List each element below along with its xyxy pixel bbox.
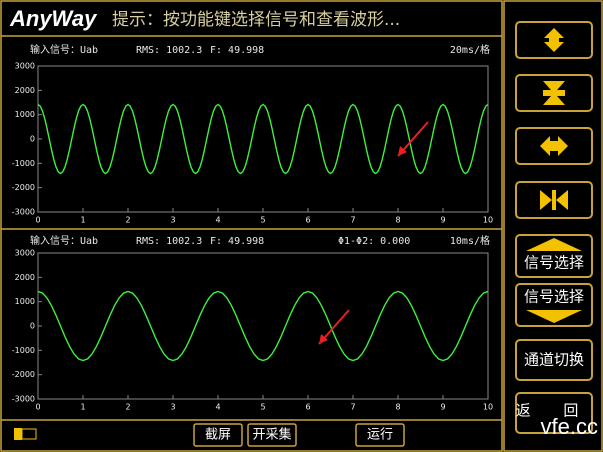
watermark: vfe.cc [541, 414, 598, 439]
icon [526, 238, 582, 251]
run-button[interactable] [355, 423, 405, 447]
y-tick-label: -2000 [12, 370, 35, 379]
icon [526, 310, 582, 323]
y-tick-label: 2000 [15, 273, 35, 282]
y-tick-label: -2000 [12, 183, 35, 192]
battery-icon [21, 428, 37, 440]
side-button-label: 通道切换 [524, 351, 584, 369]
bottom-button-label: 开采集 [252, 427, 291, 443]
waveform [37, 103, 489, 175]
x-tick-label: 1 [80, 403, 85, 412]
freq-label: F: 49.998 [210, 45, 264, 56]
side-button-label: 返 回 [516, 402, 593, 420]
x-tick-label: 1 [80, 216, 85, 225]
icon [556, 190, 568, 210]
phase-label: Φ1-Φ2: 0.000 [338, 236, 410, 247]
x-tick-label: 9 [440, 216, 445, 225]
annotation-arrowhead [398, 146, 407, 156]
y-tick-label: 1000 [15, 297, 35, 306]
channel-button[interactable] [515, 339, 593, 381]
annotation-arrowhead [319, 334, 328, 344]
freq-label: F: 49.998 [210, 236, 264, 247]
x-tick-label: 5 [260, 216, 265, 225]
x-tick-label: 0 [35, 403, 40, 412]
y-tick-label: 2000 [15, 86, 35, 95]
x-tick-label: 8 [395, 403, 400, 412]
y-tick-label: 0 [30, 322, 35, 331]
y-tick-label: -3000 [12, 208, 35, 217]
y-tick-label: 0 [30, 135, 35, 144]
logo: AnyWay [9, 6, 98, 31]
x-tick-label: 10 [483, 403, 493, 412]
hint: 提示：按功能键选择信号和查看波形... [112, 10, 400, 30]
signal-down-button[interactable] [515, 283, 593, 327]
x-tick-label: 0 [35, 216, 40, 225]
x-tick-label: 8 [395, 216, 400, 225]
side-button-label: 信号选择 [524, 254, 584, 272]
x-tick-label: 7 [350, 403, 355, 412]
main-frame [0, 0, 503, 452]
x-tick-label: 3 [170, 403, 175, 412]
y-tick-label: 1000 [15, 110, 35, 119]
x-tick-label: 2 [125, 403, 130, 412]
rms-label: RMS: 1002.3 [136, 45, 202, 56]
x-tick-label: 9 [440, 403, 445, 412]
acquire-button[interactable] [247, 423, 297, 447]
plot-area [37, 252, 489, 400]
icon [552, 190, 556, 210]
scale-label: 10ms/格 [450, 234, 490, 247]
y-tick-label: 3000 [15, 62, 35, 71]
scale-label: 20ms/格 [450, 43, 490, 56]
y-tick-label: -1000 [12, 159, 35, 168]
icon [544, 28, 564, 52]
rms-label: RMS: 1002.3 [136, 236, 202, 247]
battery-icon [14, 428, 22, 440]
plot-area [37, 65, 489, 213]
x-tick-label: 4 [215, 403, 220, 412]
side-button-label: 信号选择 [524, 288, 584, 306]
y-tick-label: 3000 [15, 249, 35, 258]
side-frame [503, 0, 603, 452]
signal-label: 输入信号：Uab [30, 43, 98, 56]
icon [543, 81, 565, 105]
x-tick-label: 6 [305, 403, 310, 412]
y-tick-label: -3000 [12, 395, 35, 404]
icon [540, 190, 552, 210]
signal-up-button[interactable] [515, 234, 593, 278]
signal-label: 输入信号：Uab [30, 234, 98, 247]
x-tick-label: 5 [260, 403, 265, 412]
waveform [37, 290, 489, 362]
x-tick-label: 10 [483, 216, 493, 225]
icon [540, 136, 568, 156]
x-tick-label: 4 [215, 216, 220, 225]
y-tick-label: -1000 [12, 346, 35, 355]
bottom-button-label: 运行 [367, 428, 393, 443]
back-button[interactable] [515, 392, 593, 434]
x-tick-label: 3 [170, 216, 175, 225]
x-tick-label: 2 [125, 216, 130, 225]
screenshot-button[interactable] [193, 423, 243, 447]
x-tick-label: 6 [305, 216, 310, 225]
x-tick-label: 7 [350, 216, 355, 225]
bottom-button-label: 截屏 [205, 428, 231, 443]
